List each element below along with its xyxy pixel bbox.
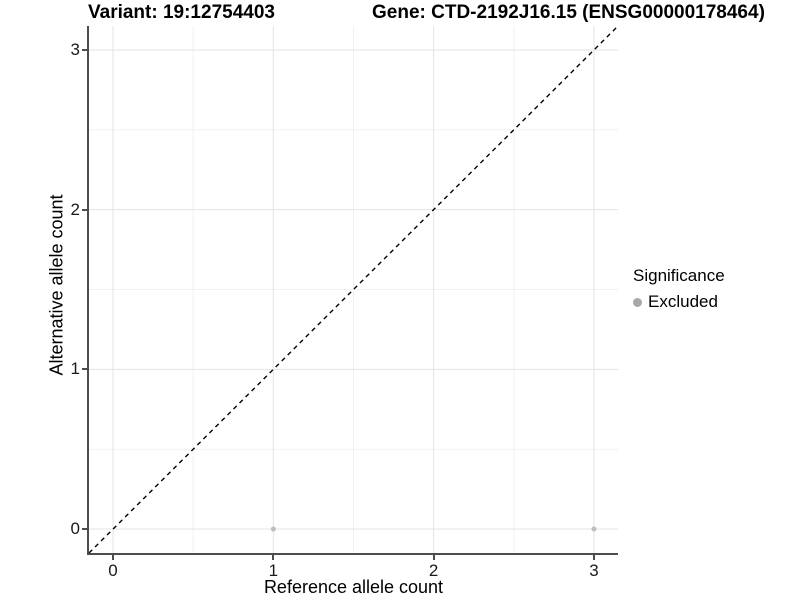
plot-canvas <box>89 26 618 553</box>
y-tick-mark <box>82 528 87 531</box>
x-tick-label: 3 <box>589 561 599 580</box>
x-tick-label: 1 <box>268 561 279 580</box>
x-axis-title: Reference allele count <box>263 577 444 597</box>
legend-title: Significance <box>633 266 725 285</box>
x-tick-mark <box>272 555 275 560</box>
x-tick-mark <box>432 555 435 560</box>
plot-title-gene: Gene: CTD-2192J16.15 (ENSG00000178464) <box>372 2 765 23</box>
x-tick-label: 2 <box>428 561 439 580</box>
legend-point-icon <box>633 297 642 307</box>
y-tick-mark <box>82 208 87 211</box>
plot-panel <box>87 26 618 555</box>
identity-reference-line <box>89 26 618 553</box>
y-tick-label: 3 <box>70 39 80 59</box>
plot-title-variant: Variant: 19:12754403 <box>88 2 275 23</box>
legend: Significance Excluded <box>633 266 725 312</box>
legend-item-label: Excluded <box>648 292 718 311</box>
y-axis-title: Alternative allele count <box>46 194 67 376</box>
y-tick-label: 0 <box>70 519 80 539</box>
x-tick-label: 0 <box>108 561 118 580</box>
data-point <box>270 526 276 532</box>
y-tick-label: 2 <box>70 199 80 219</box>
y-tick-mark <box>82 48 87 51</box>
data-point <box>591 526 597 532</box>
x-tick-mark <box>592 555 595 560</box>
legend-item-excluded: Excluded <box>633 292 725 312</box>
y-tick-mark <box>82 368 87 371</box>
x-tick-mark <box>112 555 115 560</box>
y-tick-label: 1 <box>70 359 80 379</box>
